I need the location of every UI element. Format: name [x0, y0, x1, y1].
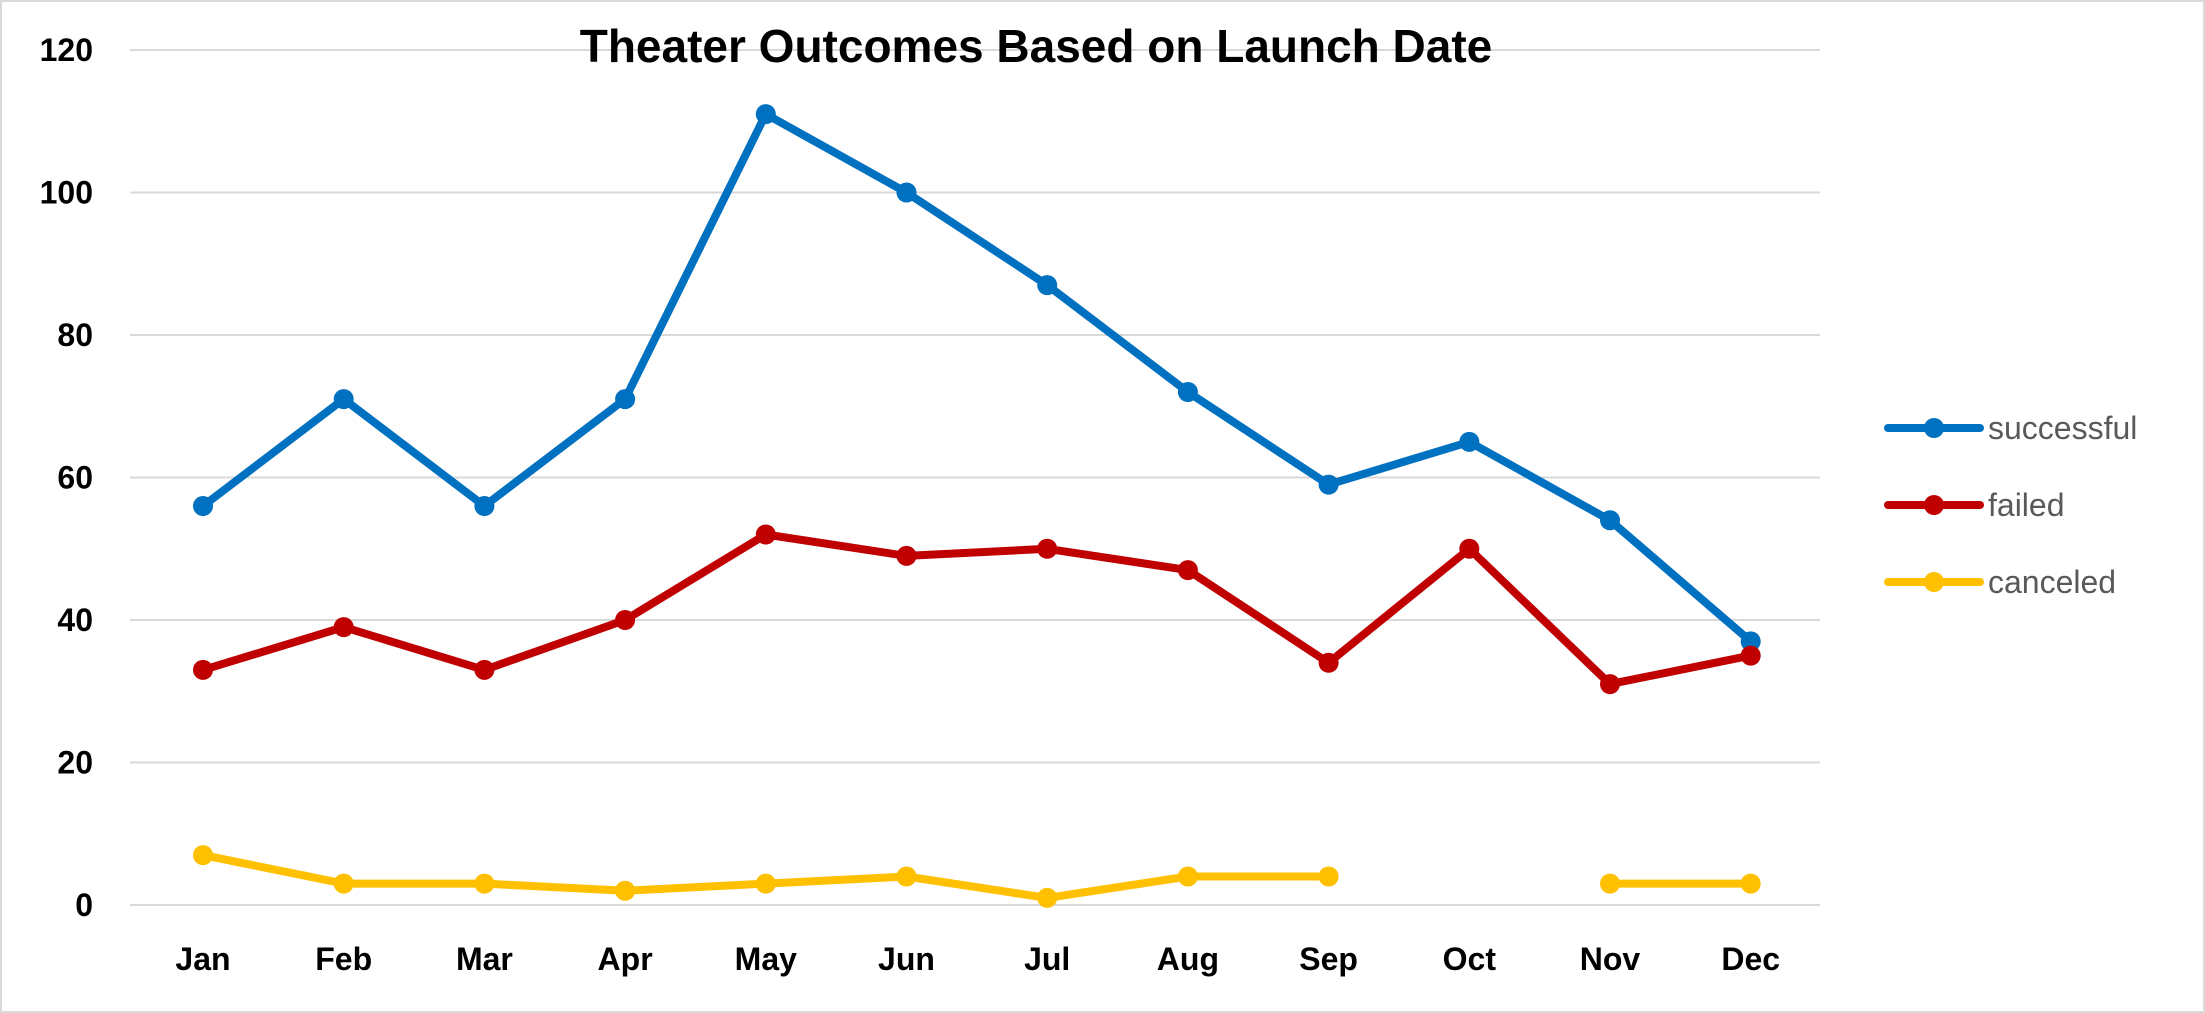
x-tick-label: Sep	[1299, 941, 1358, 977]
data-point-successful	[333, 389, 354, 410]
series-canceled	[193, 845, 1761, 908]
data-point-successful	[896, 182, 917, 203]
series-line-successful	[199, 110, 1755, 646]
series-line-canceled	[199, 851, 1755, 902]
data-point-canceled	[474, 873, 495, 894]
data-point-failed	[1600, 674, 1620, 695]
y-tick-label: 120	[40, 32, 93, 68]
chart-title: Theater Outcomes Based on Launch Date	[580, 20, 1493, 72]
data-point-failed	[1740, 645, 1761, 666]
y-axis-tick-labels: 0 20 40 60 80 100 120	[40, 32, 93, 923]
y-tick-label: 80	[57, 317, 93, 353]
data-point-canceled	[193, 845, 213, 866]
data-point-canceled	[1037, 887, 1058, 908]
y-tick-label: 0	[75, 887, 93, 923]
data-point-failed	[333, 617, 354, 638]
data-point-failed	[193, 659, 213, 680]
data-point-failed	[1037, 538, 1058, 559]
series-failed	[193, 524, 1761, 695]
data-point-canceled	[755, 873, 776, 894]
data-point-failed	[896, 545, 917, 566]
data-point-canceled	[896, 866, 917, 887]
legend-label: failed	[1988, 487, 2065, 523]
legend-item-failed: failed	[1884, 487, 2065, 523]
data-point-canceled	[1740, 873, 1761, 894]
data-point-successful	[1600, 510, 1620, 531]
data-point-successful	[1740, 631, 1761, 652]
data-point-canceled	[1600, 873, 1620, 894]
legend: successful failed canceled	[1884, 410, 2137, 600]
y-tick-label: 40	[57, 602, 93, 638]
x-tick-label: Jan	[175, 941, 230, 977]
data-point-failed	[1318, 652, 1339, 673]
x-tick-label: May	[735, 941, 797, 977]
legend-swatch-marker	[1924, 572, 1944, 592]
legend-label: canceled	[1988, 564, 2116, 600]
legend-swatch-marker	[1924, 418, 1944, 438]
data-point-successful	[474, 496, 495, 516]
data-point-successful	[1037, 275, 1058, 296]
x-tick-label: Jul	[1024, 941, 1070, 977]
y-tick-label: 100	[40, 175, 93, 211]
x-tick-label: Oct	[1443, 941, 1497, 977]
data-point-successful	[1459, 431, 1480, 452]
legend-item-successful: successful	[1884, 410, 2137, 446]
y-tick-label: 20	[57, 745, 93, 781]
series-lines	[193, 104, 1761, 908]
data-point-failed	[1459, 538, 1480, 559]
x-tick-label: Mar	[456, 941, 513, 977]
data-point-successful	[755, 104, 776, 125]
x-axis-tick-labels: Jan Feb Mar Apr May Jun Jul Aug Sep Oct Nov Dec	[175, 941, 1780, 977]
data-point-failed	[615, 610, 636, 630]
data-point-failed	[474, 659, 495, 680]
data-point-successful	[1177, 382, 1198, 402]
data-point-failed	[1177, 560, 1198, 581]
legend-label: successful	[1988, 410, 2137, 446]
y-tick-label: 60	[57, 460, 93, 496]
data-point-canceled	[333, 873, 354, 894]
data-point-failed	[755, 524, 776, 545]
data-point-canceled	[615, 880, 636, 901]
x-tick-label: Aug	[1157, 941, 1219, 977]
x-tick-label: Feb	[315, 941, 372, 977]
legend-swatch-marker	[1924, 495, 1944, 515]
data-point-successful	[193, 496, 213, 516]
x-tick-label: Apr	[598, 941, 653, 977]
x-tick-label: Jun	[878, 941, 935, 977]
gridlines	[130, 49, 1820, 906]
data-point-canceled	[1318, 866, 1339, 887]
series-successful	[193, 104, 1761, 652]
data-point-successful	[615, 389, 636, 410]
series-line-failed	[199, 530, 1755, 689]
data-point-canceled	[1177, 866, 1198, 887]
x-tick-label: Dec	[1721, 941, 1780, 977]
x-tick-label: Nov	[1580, 941, 1641, 977]
legend-item-canceled: canceled	[1884, 564, 2116, 600]
data-point-successful	[1318, 474, 1339, 495]
